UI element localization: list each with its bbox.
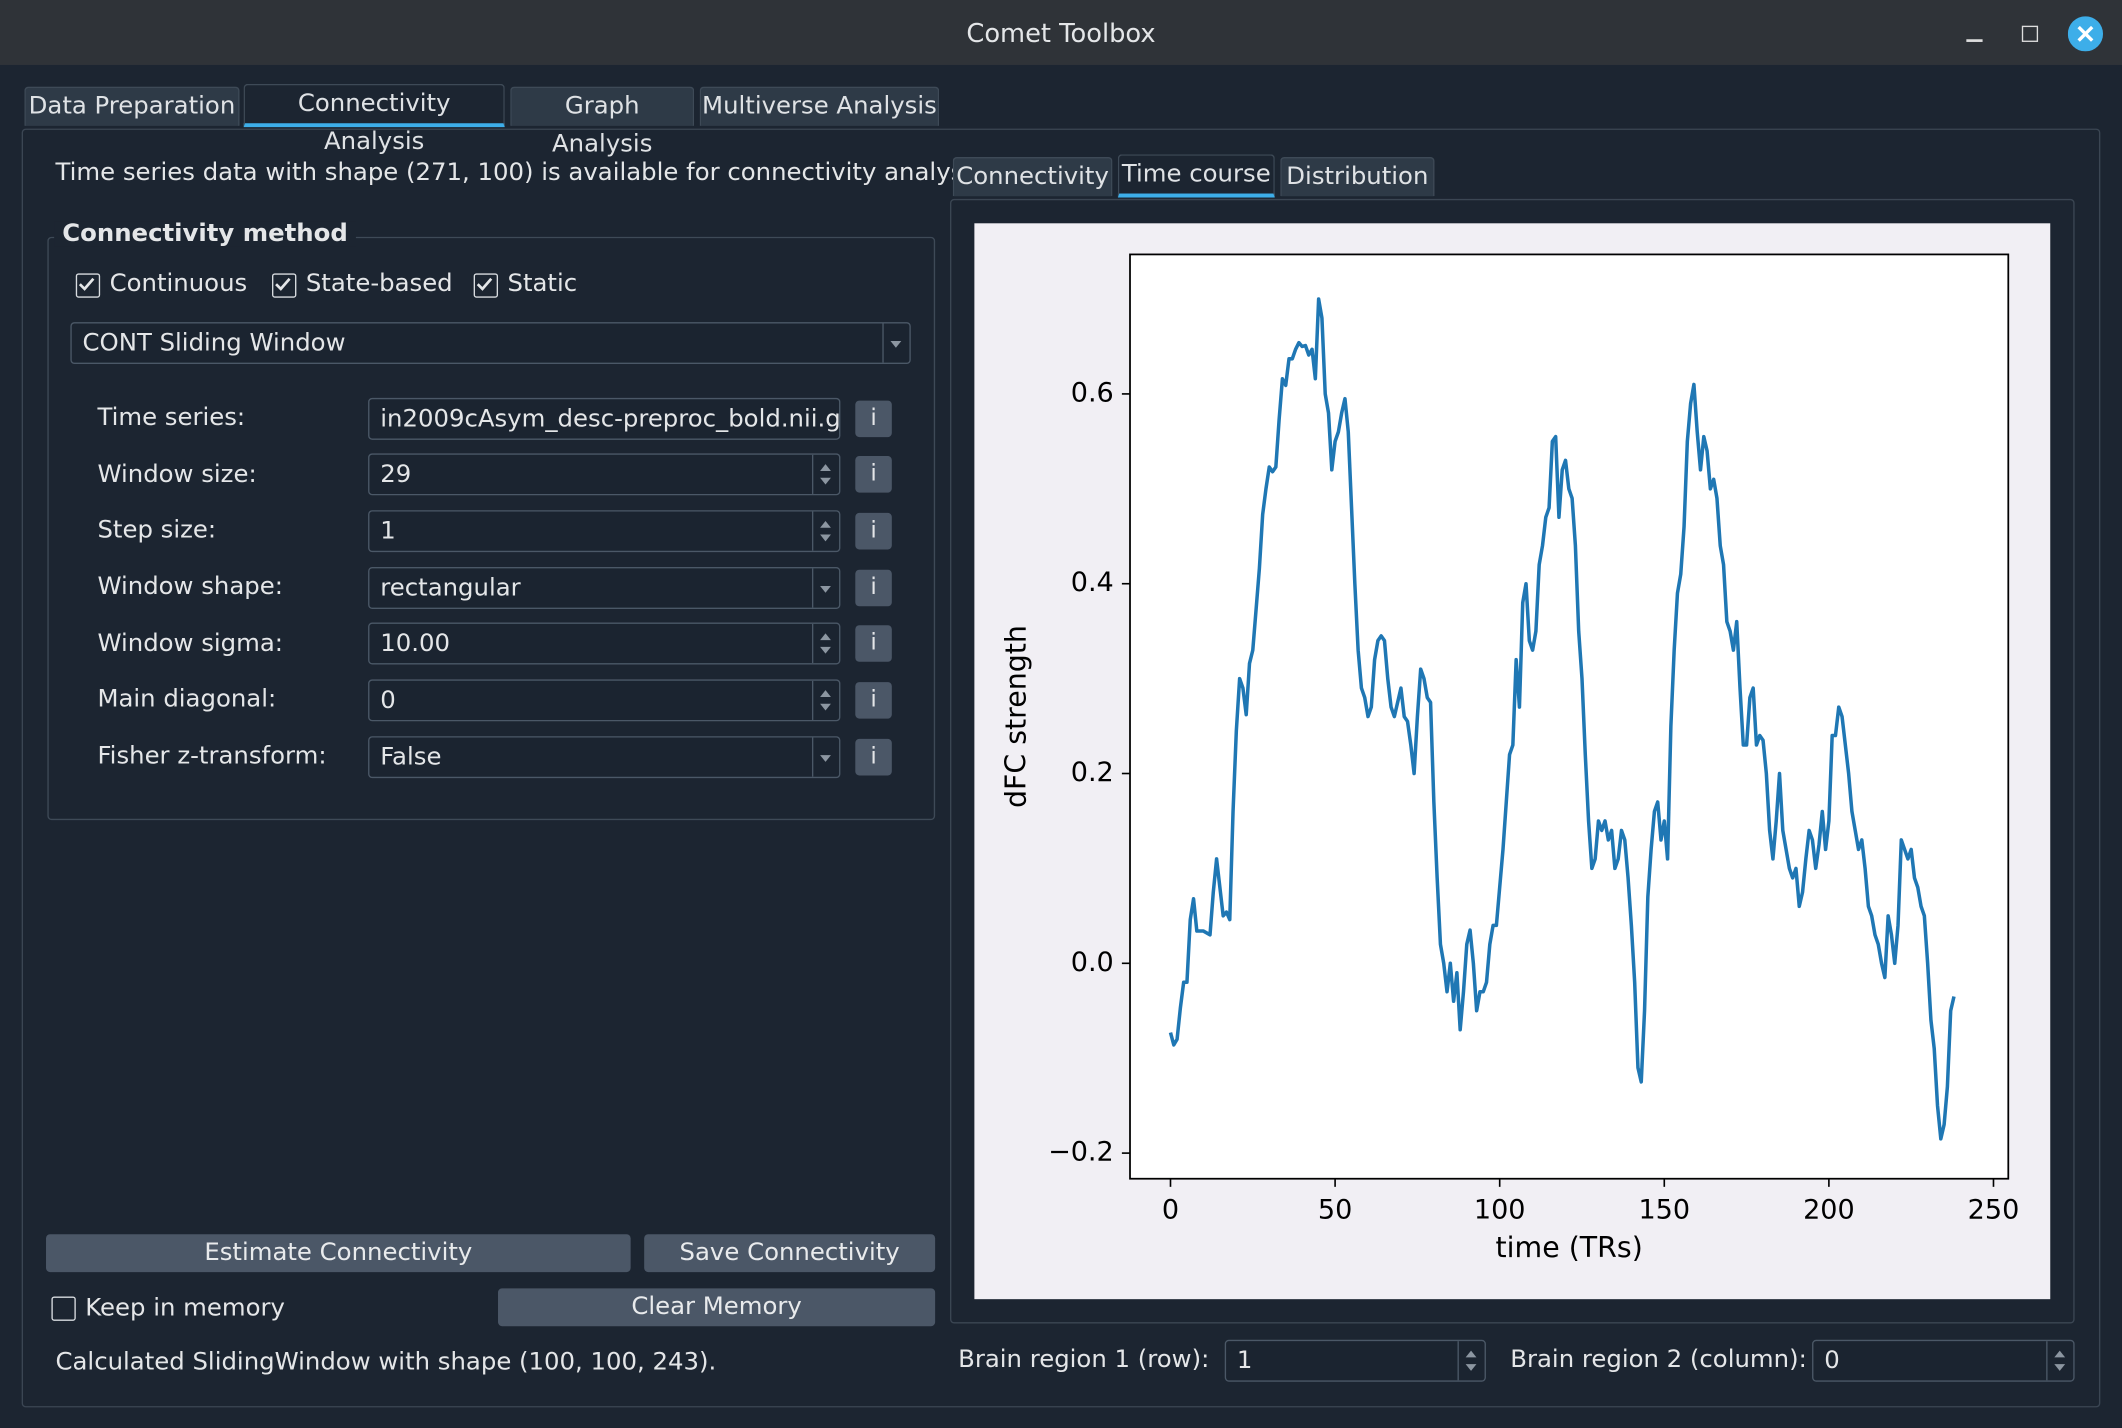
plot-panel: [950, 198, 2075, 1324]
param-field[interactable]: in2009cAsym_desc-preproc_bold.nii.gz: [368, 397, 841, 440]
group-title: Connectivity method: [54, 221, 356, 247]
param-value: rectangular: [380, 573, 521, 602]
x-tick-label: 150: [1638, 1195, 1690, 1226]
param-label: Window shape:: [97, 572, 283, 601]
method-group: [47, 236, 936, 821]
x-tick-label: 200: [1803, 1195, 1855, 1226]
y-tick-label: 0.0: [1071, 947, 1114, 978]
param-value: False: [380, 742, 442, 771]
x-axis-label: time (TRs): [1496, 1231, 1643, 1264]
region1-label: Brain region 1 (row):: [958, 1345, 1210, 1374]
estimate-button[interactable]: Estimate Connectivity: [46, 1234, 631, 1273]
method-combo[interactable]: CONT Sliding Window: [70, 322, 911, 365]
info-button[interactable]: i: [855, 569, 892, 606]
method-checkbox[interactable]: [272, 273, 297, 298]
info-button[interactable]: i: [855, 456, 892, 493]
param-value: 1: [380, 516, 396, 546]
minimize-button[interactable]: [1966, 39, 1983, 42]
info-button[interactable]: i: [855, 512, 892, 550]
plot-tab[interactable]: Distribution: [1280, 156, 1435, 197]
x-tick-label: 100: [1474, 1195, 1526, 1226]
status-text: Calculated SlidingWindow with shape (100…: [55, 1347, 717, 1377]
param-field[interactable]: 0: [368, 679, 841, 722]
y-tick-label: 0.6: [1071, 377, 1114, 408]
param-label: Main diagonal:: [97, 685, 277, 714]
window-title: Comet Toolbox: [966, 18, 1156, 49]
y-tick-label: −0.2: [1048, 1137, 1114, 1168]
param-label: Time series:: [97, 403, 246, 432]
param-value: in2009cAsym_desc-preproc_bold.nii.gz: [380, 403, 841, 433]
info-button[interactable]: i: [855, 738, 892, 775]
main-tab[interactable]: Connectivity Analysis: [243, 83, 505, 156]
plot-tab[interactable]: Time course: [1117, 154, 1275, 198]
param-label: Window sigma:: [97, 628, 284, 658]
param-label: Window size:: [97, 459, 257, 489]
data-line: [1168, 297, 1956, 1141]
region2-value: 0: [1824, 1346, 1840, 1375]
param-value: 29: [380, 460, 412, 489]
main-tab[interactable]: Multiverse Analysis: [699, 86, 940, 126]
region2-spin[interactable]: 0: [1812, 1339, 2075, 1382]
main-tab[interactable]: Graph Analysis: [510, 86, 695, 158]
clear-button[interactable]: Clear Memory: [498, 1288, 936, 1327]
param-field[interactable]: False: [368, 735, 841, 778]
param-field[interactable]: 1: [368, 509, 841, 552]
close-button[interactable]: [2067, 16, 2104, 52]
method-checkbox[interactable]: [75, 273, 101, 298]
x-tick-label: 50: [1318, 1195, 1352, 1226]
info-text: Time series data with shape (271, 100) i…: [55, 158, 991, 187]
x-tick-label: 250: [1968, 1195, 2020, 1226]
checkbox-label: Static: [507, 269, 578, 298]
param-label: Step size:: [97, 516, 217, 545]
main-panel: [21, 128, 2101, 1408]
param-value: 10.00: [380, 629, 451, 658]
x-tick-label: 0: [1162, 1195, 1179, 1226]
keep-checkbox[interactable]: [51, 1296, 76, 1321]
checkbox-label: State-based: [305, 269, 453, 298]
keep-label: Keep in memory: [85, 1293, 285, 1323]
info-button[interactable]: i: [855, 399, 892, 437]
combo-value: CONT Sliding Window: [82, 328, 346, 358]
param-label: Fisher z-transform:: [97, 741, 327, 771]
plot-tab[interactable]: Connectivity: [952, 156, 1113, 197]
save-button[interactable]: Save Connectivity: [644, 1234, 936, 1273]
chart: −0.2 0.0 0.2 0.4 0.6 0 50 100 150 200 250 time (TRs…: [974, 223, 2051, 1300]
y-tick-label: 0.4: [1071, 567, 1114, 598]
title-bar: [0, 0, 2122, 65]
maximize-button[interactable]: [2021, 25, 2039, 42]
plot-area: [1129, 253, 2010, 1180]
region1-spin[interactable]: 1: [1224, 1339, 1486, 1382]
info-button[interactable]: i: [855, 681, 892, 719]
region1-value: 1: [1236, 1346, 1253, 1375]
param-value: 0: [380, 685, 396, 715]
param-field[interactable]: rectangular: [368, 566, 841, 609]
main-tab[interactable]: Data Preparation: [24, 86, 240, 126]
region2-label: Brain region 2 (column):: [1510, 1345, 1807, 1374]
param-field[interactable]: 10.00: [368, 622, 841, 665]
y-tick-label: 0.2: [1071, 757, 1114, 788]
param-field[interactable]: 29: [368, 453, 841, 496]
checkbox-label: Continuous: [109, 269, 248, 298]
y-axis-label: dFC strength: [1000, 625, 1033, 808]
method-checkbox[interactable]: [473, 273, 499, 298]
info-button[interactable]: i: [855, 625, 892, 662]
